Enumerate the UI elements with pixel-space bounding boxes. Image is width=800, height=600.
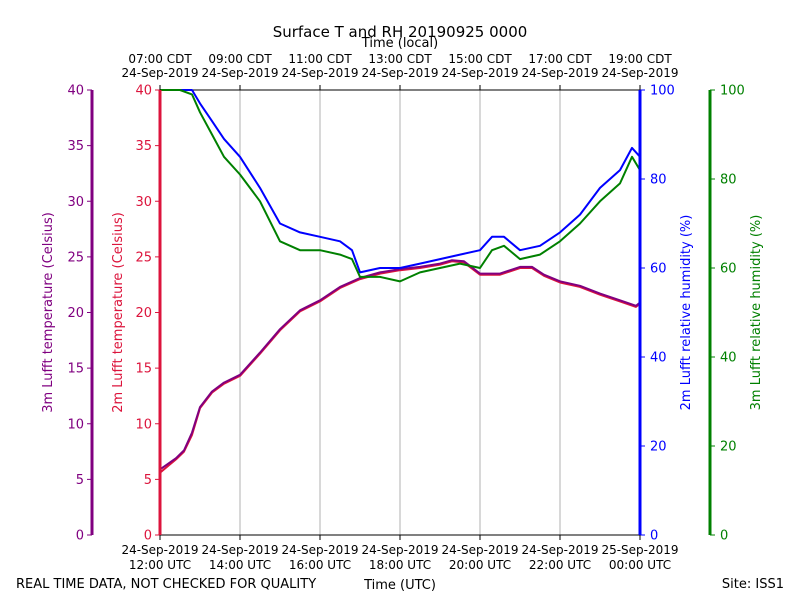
x-tick-label-date: 24-Sep-2019 — [361, 543, 438, 557]
top-tick-label-time: 19:00 CDT — [608, 52, 672, 66]
series-group — [159, 89, 641, 474]
y-tick-label-rh2m: 80 — [650, 173, 667, 188]
y-tick-label-rh3m: 0 — [720, 529, 728, 544]
series-line-rh3m — [160, 89, 641, 283]
y-tick-label-t2m: 25 — [135, 250, 152, 265]
chart-title: Surface T and RH 20190925 0000 — [273, 23, 528, 41]
y-tick-label-rh3m: 40 — [720, 351, 737, 366]
y-tick-label-t2m: 40 — [135, 84, 152, 99]
top-tick-label-date: 24-Sep-2019 — [361, 66, 438, 80]
y-tick-label-rh2m: 0 — [650, 529, 658, 544]
y-axis-label-rh3m: 3m Lufft relative humidity (%) — [749, 215, 764, 411]
y-tick-label-rh3m: 100 — [720, 84, 745, 99]
series-line-rh2m — [160, 89, 641, 274]
top-tick-label-time: 11:00 CDT — [288, 52, 352, 66]
x-tick-label-date: 24-Sep-2019 — [201, 543, 278, 557]
y-tick-label-rh3m: 80 — [720, 173, 737, 188]
y-tick-label-rh2m: 20 — [650, 440, 667, 455]
top-tick-label-date: 24-Sep-2019 — [121, 66, 198, 80]
y-tick-label-t3m: 30 — [67, 195, 84, 210]
y-tick-label-t3m: 25 — [67, 250, 84, 265]
top-tick-label-time: 15:00 CDT — [448, 52, 512, 66]
top-axis-title: Time (local) — [361, 36, 438, 51]
y-tick-label-t2m: 20 — [135, 306, 152, 321]
series-line-t3m — [159, 259, 641, 471]
y-tick-label-rh3m: 20 — [720, 440, 737, 455]
y-tick-label-t3m: 40 — [67, 84, 84, 99]
y-tick-label-t3m: 0 — [76, 529, 84, 544]
y-tick-label-rh2m: 60 — [650, 262, 667, 277]
x-tick-label-date: 24-Sep-2019 — [441, 543, 518, 557]
top-tick-label-time: 13:00 CDT — [368, 52, 432, 66]
top-tick-label-date: 24-Sep-2019 — [521, 66, 598, 80]
axes-group: 0 5 10 15 20 25 30 35 40 3m Lufft temperature (Ce… — [41, 84, 764, 544]
y-tick-label-t3m: 5 — [76, 473, 84, 488]
y-tick-label-t3m: 15 — [67, 362, 84, 377]
x-tick-label-date: 24-Sep-2019 — [121, 543, 198, 557]
y-tick-label-t2m: 35 — [135, 139, 152, 154]
gridlines — [239, 90, 561, 535]
y-tick-label-rh2m: 40 — [650, 351, 667, 366]
x-tick-label-date: 24-Sep-2019 — [281, 543, 358, 557]
top-tick-label-date: 24-Sep-2019 — [201, 66, 278, 80]
x-tick-label-time: 20:00 UTC — [449, 558, 511, 572]
x-tick-label-time: 12:00 UTC — [129, 558, 191, 572]
footer-site: Site: ISS1 — [722, 577, 784, 592]
x-tick-label-time: 18:00 UTC — [369, 558, 431, 572]
top-tick-label-date: 24-Sep-2019 — [441, 66, 518, 80]
top-tick-label-time: 07:00 CDT — [128, 52, 192, 66]
y-tick-label-t2m: 10 — [135, 417, 152, 432]
y-tick-label-t2m: 5 — [144, 473, 152, 488]
top-tick-label-time: 17:00 CDT — [528, 52, 592, 66]
y-tick-label-t3m: 10 — [67, 417, 84, 432]
y-tick-label-t2m: 15 — [135, 362, 152, 377]
top-tick-label-time: 09:00 CDT — [208, 52, 272, 66]
top-tick-label-date: 24-Sep-2019 — [281, 66, 358, 80]
y-tick-label-t3m: 35 — [67, 139, 84, 154]
y-axis-label-t2m: 2m Lufft temperature (Celsius) — [111, 212, 126, 413]
y-tick-label-rh2m: 100 — [650, 84, 675, 99]
x-tick-label-time: 22:00 UTC — [529, 558, 591, 572]
x-tick-label-time: 16:00 UTC — [289, 558, 351, 572]
y-tick-label-t2m: 30 — [135, 195, 152, 210]
x-tick-label-time: 14:00 UTC — [209, 558, 271, 572]
footer-quality-note: REAL TIME DATA, NOT CHECKED FOR QUALITY — [16, 577, 316, 592]
y-tick-label-t3m: 20 — [67, 306, 84, 321]
x-tick-label-date: 25-Sep-2019 — [601, 543, 678, 557]
x-tick-label-time: 00:00 UTC — [609, 558, 671, 572]
x-axis-label: Time (UTC) — [363, 578, 436, 593]
y-tick-label-rh3m: 60 — [720, 262, 737, 277]
top-tick-label-date: 24-Sep-2019 — [601, 66, 678, 80]
y-tick-label-t2m: 0 — [144, 529, 152, 544]
x-tick-label-date: 24-Sep-2019 — [521, 543, 598, 557]
y-axis-label-rh2m: 2m Lufft relative humidity (%) — [679, 215, 694, 411]
y-axis-label-t3m: 3m Lufft temperature (Celsius) — [41, 212, 56, 413]
